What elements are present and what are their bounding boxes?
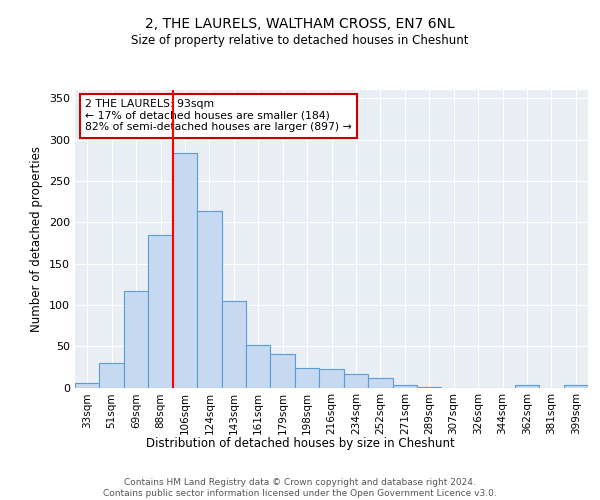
- Text: 2, THE LAURELS, WALTHAM CROSS, EN7 6NL: 2, THE LAURELS, WALTHAM CROSS, EN7 6NL: [145, 18, 455, 32]
- Bar: [100, 362, 124, 388]
- Bar: [563, 385, 588, 388]
- Bar: [368, 378, 392, 388]
- Bar: [197, 212, 221, 388]
- Y-axis label: Number of detached properties: Number of detached properties: [31, 146, 43, 332]
- Bar: [295, 368, 319, 388]
- Bar: [246, 346, 271, 388]
- Text: Distribution of detached houses by size in Cheshunt: Distribution of detached houses by size …: [146, 438, 454, 450]
- Text: Size of property relative to detached houses in Cheshunt: Size of property relative to detached ho…: [131, 34, 469, 47]
- Bar: [148, 236, 173, 388]
- Bar: [417, 386, 442, 388]
- Text: Contains HM Land Registry data © Crown copyright and database right 2024.
Contai: Contains HM Land Registry data © Crown c…: [103, 478, 497, 498]
- Bar: [75, 384, 100, 388]
- Text: 2 THE LAURELS: 93sqm
← 17% of detached houses are smaller (184)
82% of semi-deta: 2 THE LAURELS: 93sqm ← 17% of detached h…: [85, 99, 352, 132]
- Bar: [271, 354, 295, 388]
- Bar: [124, 291, 148, 388]
- Bar: [344, 374, 368, 388]
- Bar: [515, 385, 539, 388]
- Bar: [319, 370, 344, 388]
- Bar: [221, 300, 246, 388]
- Bar: [173, 153, 197, 388]
- Bar: [392, 385, 417, 388]
